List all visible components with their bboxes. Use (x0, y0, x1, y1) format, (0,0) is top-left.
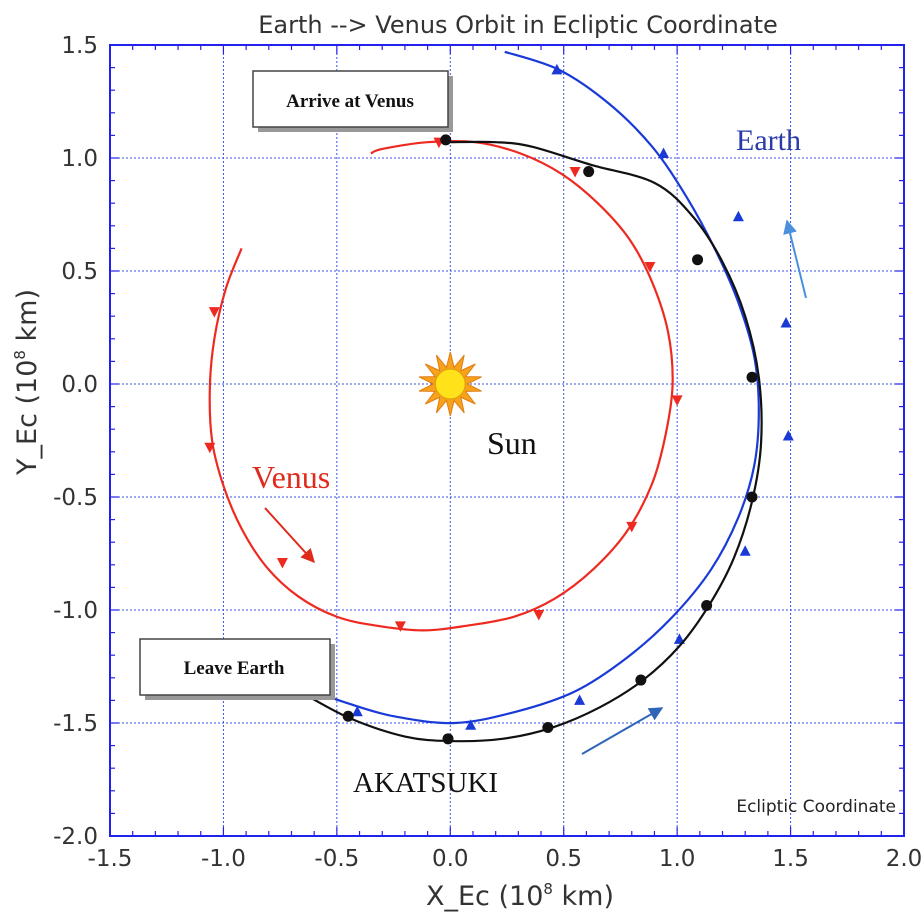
akatsuki-marker (542, 722, 554, 734)
x-tick-labels: -1.5 -1.0 -0.5 0.0 0.5 1.0 1.5 2.0 (88, 846, 923, 872)
sun-label: Sun (487, 425, 537, 461)
akatsuki-marker (746, 491, 758, 503)
venus-marker (626, 521, 638, 533)
venus-marker (644, 261, 656, 273)
earth-marker (732, 210, 744, 222)
y-axis-label: Y_Ec (108 km) (11, 289, 43, 476)
x-tick-label: 1.5 (772, 846, 809, 872)
earth-marker (658, 147, 670, 158)
y-tick-labels: 1.5 1.0 0.5 0.0 -0.5 -1.0 -1.5 -2.0 (53, 33, 98, 850)
ecliptic-coordinate-label: Ecliptic Coordinate (736, 797, 896, 817)
akatsuki-marker (342, 710, 354, 722)
plot-frame (109, 44, 905, 837)
sun-icon (418, 351, 482, 417)
series-label-venus: Venus (252, 459, 330, 495)
x-axis-label: X_Ec (108 km) (426, 880, 614, 912)
venus-marker (208, 307, 220, 318)
earth-marker (574, 694, 586, 705)
x-tick-label: 1.0 (659, 846, 696, 872)
earth-marker (551, 63, 563, 75)
akatsuki-marker (746, 371, 758, 383)
arrive-at-venus-box: Arrive at Venus (252, 70, 453, 132)
y-tick-label: 1.0 (61, 146, 98, 172)
arrive-at-venus-label: Arrive at Venus (286, 91, 414, 112)
earth-direction-arrow (783, 219, 807, 299)
earth-orbit-line (307, 50, 760, 725)
venus-marker (276, 558, 288, 569)
y-tick-label: -0.5 (53, 485, 98, 511)
gridlines (110, 45, 904, 836)
y-tick-label: 1.5 (61, 33, 98, 59)
venus-marker (671, 395, 683, 406)
earth-marker (351, 705, 363, 717)
akatsuki-marker (440, 134, 452, 146)
leave-earth-box: Leave Earth (139, 638, 335, 700)
leave-earth-label: Leave Earth (184, 658, 285, 679)
series-label-akatsuki: AKATSUKI (353, 767, 498, 799)
y-tick-label: -1.5 (53, 711, 98, 737)
akatsuki-direction-arrow (581, 707, 664, 755)
akatsuki-marker (635, 674, 647, 686)
akatsuki-orbit-line (306, 140, 763, 743)
earth-marker (739, 545, 751, 556)
earth-marker (465, 719, 477, 730)
y-tick-label: -2.0 (53, 824, 98, 850)
y-tick-label: 0.0 (61, 372, 98, 398)
venus-marker (204, 442, 216, 454)
earth-marker (782, 429, 794, 441)
akatsuki-marker (701, 599, 713, 611)
akatsuki-marker (583, 166, 595, 178)
minor-ticks (109, 44, 905, 837)
sun-disc (434, 368, 466, 400)
venus-marker (394, 621, 406, 632)
series-layer (204, 50, 794, 745)
akatsuki-marker (442, 733, 454, 745)
y-tick-label: 0.5 (61, 259, 98, 285)
x-tick-label: 0.5 (545, 846, 582, 872)
x-tick-label: 0.0 (432, 846, 469, 872)
venus-orbit-line (208, 139, 674, 632)
x-tick-label: -1.0 (201, 846, 246, 872)
y-tick-label: -1.0 (53, 598, 98, 624)
chart-title: Earth --> Venus Orbit in Ecliptic Coordi… (258, 11, 778, 39)
earth-marker (780, 316, 792, 328)
venus-direction-arrow (264, 507, 315, 564)
venus-marker (569, 167, 581, 178)
x-tick-label: -0.5 (314, 846, 359, 872)
x-tick-label: -1.5 (88, 846, 133, 872)
series-label-earth: Earth (736, 124, 801, 157)
x-tick-label: 2.0 (886, 846, 923, 872)
akatsuki-marker (692, 254, 704, 266)
venus-marker (533, 610, 545, 621)
earth-marker (673, 633, 685, 644)
